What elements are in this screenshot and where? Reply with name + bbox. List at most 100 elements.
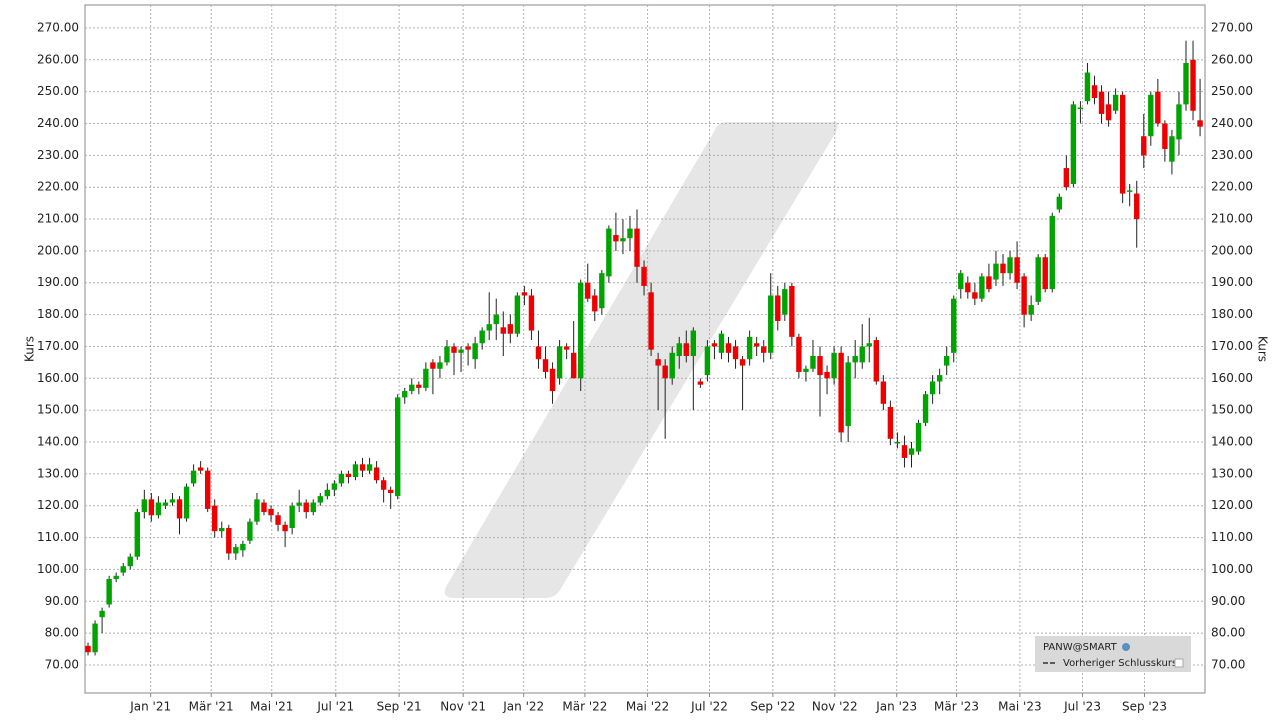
candle-body [556, 346, 563, 379]
candle-body [852, 356, 858, 363]
x-tick-label: Mai '21 [250, 700, 293, 714]
x-tick-label: Jul '22 [690, 700, 728, 714]
candle-body [1148, 94, 1154, 137]
candle-body [922, 394, 929, 423]
legend-checkbox[interactable] [1174, 658, 1184, 668]
y2-tick-label: 110.00 [1211, 530, 1253, 544]
candle-body [986, 276, 992, 290]
candle-body [592, 295, 598, 312]
candle-body [212, 505, 218, 532]
candle-body [120, 566, 126, 573]
candle-body [570, 352, 577, 379]
candle-body [690, 330, 697, 357]
y-tick-label: 220.00 [37, 180, 79, 194]
candle-body [873, 340, 880, 382]
y-tick-label: 100.00 [37, 562, 79, 576]
y2-axis-label: Kurs [1256, 336, 1270, 362]
candle-body [1190, 59, 1196, 111]
candle-body [486, 324, 492, 331]
candle-body [859, 346, 865, 363]
y-tick-label: 140.00 [37, 435, 79, 449]
y-tick-label: 80.00 [45, 626, 79, 640]
candle-body [761, 346, 767, 353]
candle-body [1098, 91, 1105, 114]
y-tick-label: 120.00 [37, 498, 79, 512]
candle-body [655, 359, 661, 366]
candle-body [303, 502, 309, 513]
candle-body [528, 295, 535, 331]
candle-body [1021, 276, 1027, 315]
candle-body [345, 473, 352, 478]
candle-body [563, 346, 570, 350]
x-tick-label: Mär '21 [189, 700, 234, 714]
legend: PANW@SMART Vorheriger Schlusskurs [1035, 636, 1191, 672]
candle-body [1169, 136, 1175, 162]
y2-tick-label: 150.00 [1211, 403, 1253, 417]
legend-icon [1122, 643, 1130, 651]
candle-body [296, 502, 302, 506]
x-tick-label: Mai '22 [626, 700, 669, 714]
candle-body [627, 228, 633, 239]
x-tick-label: Nov '21 [440, 700, 486, 714]
candle-body [204, 470, 211, 509]
candle-body [275, 515, 281, 525]
candle-body [810, 356, 816, 369]
candle-body [134, 512, 140, 557]
candle-body [324, 489, 331, 497]
x-tick-label: Jan '23 [875, 700, 917, 714]
candle-body [789, 285, 795, 337]
candle-body [409, 384, 415, 392]
candle-body [387, 489, 394, 493]
candle-body [880, 381, 887, 404]
candle-body [338, 473, 345, 484]
x-tick-label: Sep '23 [1122, 700, 1167, 714]
candle-body [500, 327, 506, 334]
legend-box [1035, 636, 1191, 672]
candle-body [1035, 257, 1041, 302]
candle-body [254, 499, 260, 522]
candle-body [1134, 193, 1140, 220]
y2-tick-label: 90.00 [1211, 594, 1245, 608]
candle-body [366, 464, 373, 471]
candle-body [908, 448, 915, 455]
candle-body [1141, 136, 1147, 156]
candle-body [648, 292, 654, 350]
candle-body [824, 371, 830, 379]
y2-tick-label: 70.00 [1211, 657, 1245, 671]
candle-body [155, 502, 162, 516]
candle-body [697, 381, 704, 385]
candle-body [465, 346, 471, 350]
candle-body [951, 298, 957, 353]
y-tick-label: 270.00 [37, 20, 79, 34]
y-tick-label: 160.00 [37, 371, 79, 385]
candle-body [1084, 72, 1091, 102]
candle-body [219, 528, 225, 532]
y-tick-label: 170.00 [37, 339, 79, 353]
candle-body [1155, 91, 1161, 124]
x-tick-label: Mai '23 [998, 700, 1041, 714]
candle-body [1126, 190, 1133, 192]
candle-body [704, 346, 711, 376]
candle-body [578, 282, 584, 379]
candle-body [416, 384, 422, 388]
y2-tick-label: 80.00 [1211, 626, 1245, 640]
candle-body [521, 292, 528, 296]
candle-body [197, 467, 204, 471]
x-tick-label: Jan '21 [129, 700, 171, 714]
candle-body [753, 343, 760, 347]
y-tick-label: 260.00 [37, 52, 79, 66]
candle-body [1007, 257, 1013, 274]
candle-body [1119, 94, 1126, 194]
x-tick-label: Sep '22 [750, 700, 795, 714]
candle-body [972, 292, 978, 299]
candle-body [458, 349, 464, 353]
candle-body [352, 464, 359, 478]
candle-body [965, 282, 971, 293]
legend-symbol: PANW@SMART [1043, 642, 1118, 653]
candle-body [775, 295, 781, 321]
candle-body [725, 343, 732, 353]
candle-body [1176, 104, 1182, 140]
y-tick-label: 230.00 [37, 148, 79, 162]
candle-body [317, 496, 323, 503]
candle-body [310, 502, 316, 513]
